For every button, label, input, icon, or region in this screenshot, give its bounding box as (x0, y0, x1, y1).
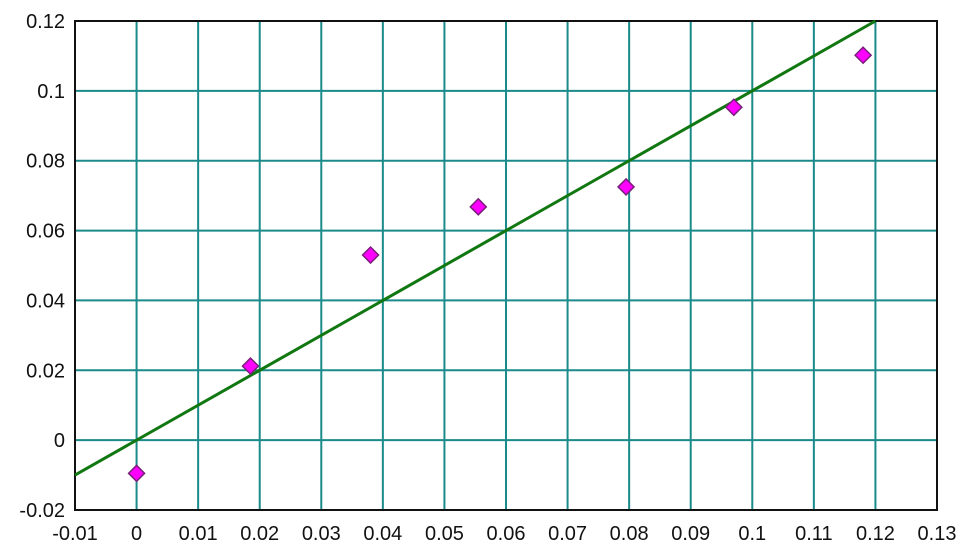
x-tick-label: 0 (131, 523, 142, 545)
data-point-diamond (724, 98, 743, 117)
data-point-diamond (854, 46, 873, 65)
y-tick-label: 0.02 (26, 360, 65, 382)
y-axis-tick-labels: -0.02 0 0.02 0.04 0.06 0.08 0.1 0.12 (19, 11, 65, 522)
data-points (127, 46, 873, 483)
x-tick-label: 0.05 (425, 523, 464, 545)
y-tick-label: 0.06 (26, 221, 65, 243)
data-point-diamond (241, 357, 260, 376)
x-tick-label: 0.11 (795, 523, 832, 545)
x-tick-label: 0.04 (363, 523, 402, 545)
y-tick-label: -0.02 (19, 500, 65, 522)
x-tick-label: 0.02 (240, 523, 279, 545)
trend-line-layer (74, 19, 877, 477)
plot-area-border (74, 20, 938, 511)
x-tick-label: 0.1 (738, 523, 766, 545)
x-axis-tick-labels: -0.01 0 0.01 0.02 0.03 0.04 0.05 0.06 0.07 0.08 0.… (52, 523, 956, 545)
y-tick-label: 0 (54, 430, 65, 452)
x-tick-label: 0.01 (179, 523, 218, 545)
x-tick-label: 0.09 (671, 523, 710, 545)
data-point-diamond (127, 464, 146, 483)
y-tick-label: 0.04 (26, 290, 65, 312)
x-tick-label: 0.03 (302, 523, 341, 545)
trend-line (74, 19, 877, 477)
x-tick-label: -0.01 (52, 523, 98, 545)
data-point-diamond (617, 177, 636, 196)
x-tick-label: 0.07 (548, 523, 587, 545)
y-tick-label: 0.1 (37, 81, 65, 103)
y-tick-label: 0.08 (26, 151, 65, 173)
y-tick-label: 0.12 (26, 11, 65, 33)
data-point-diamond (361, 245, 380, 265)
x-tick-label: 0.12 (856, 523, 895, 545)
data-point-diamond (469, 197, 488, 216)
x-tick-label: 0.13 (918, 523, 957, 545)
x-tick-label: 0.06 (487, 523, 526, 545)
x-tick-label: 0.08 (610, 523, 649, 545)
